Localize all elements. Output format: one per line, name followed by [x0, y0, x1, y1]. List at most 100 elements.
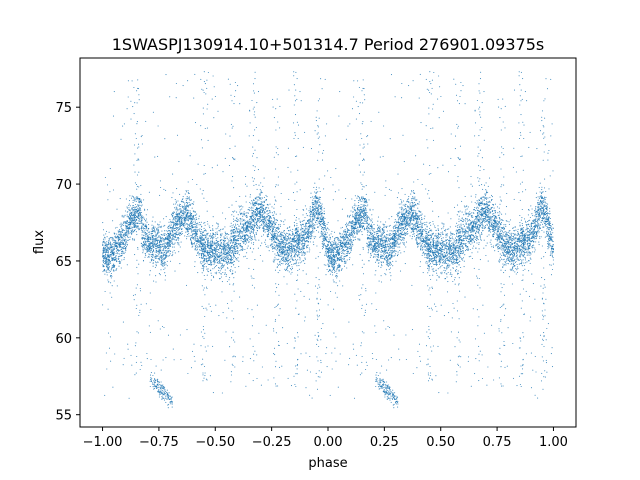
data-point — [145, 214, 147, 216]
data-point — [266, 221, 268, 223]
data-point — [155, 281, 157, 283]
data-point — [514, 252, 516, 254]
data-point — [417, 207, 419, 209]
data-point — [456, 233, 458, 235]
data-point — [455, 268, 457, 271]
data-point — [387, 238, 389, 240]
data-point — [238, 235, 240, 238]
data-point — [412, 197, 414, 199]
data-point — [313, 214, 315, 216]
data-point — [242, 215, 244, 218]
data-point — [145, 244, 147, 246]
data-point — [136, 234, 138, 236]
data-point — [491, 227, 493, 229]
data-point — [111, 238, 113, 240]
data-point — [492, 246, 495, 248]
data-point — [496, 225, 498, 227]
data-point — [309, 223, 311, 225]
data-point — [370, 255, 372, 257]
data-point — [353, 236, 355, 239]
data-point — [128, 236, 130, 239]
data-point — [329, 270, 331, 272]
data-point — [407, 215, 409, 217]
data-point — [207, 237, 209, 239]
data-point — [135, 196, 137, 198]
data-point — [216, 245, 218, 247]
data-point — [320, 228, 323, 230]
data-point — [212, 275, 215, 277]
data-point — [421, 244, 423, 246]
data-point — [420, 227, 422, 229]
data-point — [486, 242, 488, 244]
data-point — [335, 275, 337, 278]
data-point — [274, 219, 276, 221]
data-point — [446, 239, 448, 241]
data-point — [186, 234, 189, 236]
data-point — [233, 264, 235, 266]
data-point — [547, 231, 549, 233]
data-point — [473, 209, 476, 211]
data-point — [280, 259, 282, 261]
data-point — [522, 269, 524, 272]
data-point — [267, 245, 269, 247]
data-point — [543, 199, 545, 202]
data-point — [469, 211, 471, 213]
data-point — [429, 230, 432, 232]
data-point — [496, 244, 498, 246]
data-point — [515, 258, 517, 260]
data-point — [436, 272, 438, 274]
data-point — [178, 242, 180, 244]
data-point — [246, 220, 249, 222]
data-point — [295, 217, 298, 219]
data-point — [212, 261, 214, 263]
data-point — [248, 209, 250, 211]
data-point — [230, 233, 232, 235]
data-point — [346, 228, 348, 230]
data-point — [406, 231, 409, 233]
data-point — [300, 252, 302, 254]
data-point — [143, 231, 145, 233]
data-point — [177, 237, 180, 239]
data-point — [308, 251, 310, 253]
data-point — [104, 290, 106, 293]
data-point — [120, 245, 122, 247]
data-point — [172, 237, 174, 239]
data-point — [311, 226, 313, 228]
data-point — [500, 229, 502, 231]
data-point — [474, 201, 476, 204]
data-point — [206, 220, 208, 223]
data-point — [397, 237, 399, 239]
data-point — [499, 219, 501, 221]
data-point — [352, 216, 354, 218]
data-point — [272, 226, 274, 228]
data-point — [132, 238, 134, 240]
data-point — [468, 242, 470, 245]
data-point — [483, 199, 485, 201]
data-point — [393, 251, 395, 253]
data-point — [446, 250, 448, 252]
data-point — [258, 193, 260, 195]
data-point — [217, 260, 219, 263]
data-point — [188, 196, 190, 198]
data-point — [487, 209, 489, 211]
data-point — [216, 231, 218, 233]
data-point — [506, 259, 508, 261]
data-point — [216, 243, 218, 245]
data-point — [443, 269, 445, 271]
data-point — [502, 259, 504, 261]
data-point — [347, 214, 349, 216]
data-point — [126, 206, 128, 208]
data-point — [120, 224, 123, 226]
data-point — [335, 282, 337, 284]
data-point — [456, 214, 458, 216]
data-point — [284, 238, 286, 240]
data-point — [313, 244, 315, 246]
data-point — [336, 238, 339, 240]
data-point — [222, 267, 224, 269]
data-point — [363, 208, 365, 210]
data-point — [433, 239, 435, 242]
data-point — [139, 202, 141, 204]
data-point — [144, 233, 146, 235]
data-point — [498, 216, 500, 219]
data-point — [194, 221, 196, 224]
